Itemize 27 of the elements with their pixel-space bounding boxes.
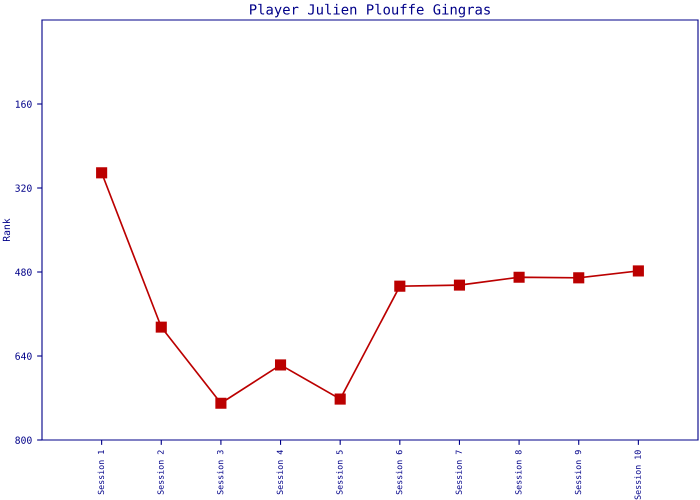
x-tick-label: Session 6: [396, 450, 402, 494]
point: [514, 272, 525, 283]
point: [274, 359, 286, 370]
x-tick-label: Session 2: [157, 450, 164, 494]
x-tick-label: Session 10: [634, 450, 641, 500]
point: [334, 393, 346, 405]
y-tick-label: 480: [15, 268, 32, 276]
point: [454, 280, 466, 291]
x-tick-label: Session 3: [216, 450, 224, 494]
x-tick-label: Session 1: [98, 450, 104, 494]
y-tick-label: 800: [15, 436, 32, 444]
x-tick-label: Session 7: [455, 450, 462, 494]
point: [632, 265, 644, 277]
y-tick-label: 160: [16, 100, 32, 108]
x-tick-label: Session 5: [336, 450, 343, 494]
y-tick-label: 640: [15, 352, 32, 360]
x-tick-label: Session 9: [574, 450, 582, 494]
y-axis-title: Rank: [2, 218, 10, 242]
x-tick-label: Session 8: [515, 450, 522, 494]
y-tick-label: 320: [15, 184, 32, 192]
point: [573, 272, 584, 284]
point: [96, 167, 108, 178]
chart-title: Player Julien Plouffe Gingras: [250, 4, 490, 18]
point: [215, 398, 226, 409]
point: [156, 322, 167, 333]
point: [394, 280, 406, 292]
x-tick-label: Session 4: [276, 450, 283, 494]
